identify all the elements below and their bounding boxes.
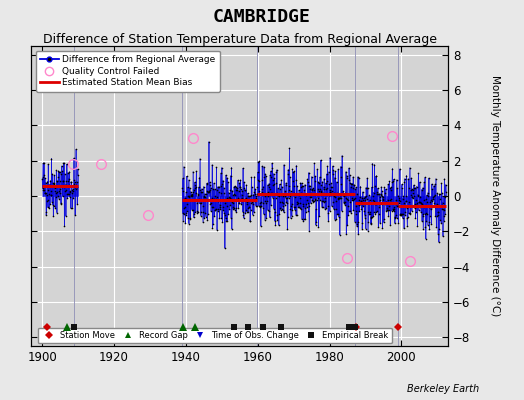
Y-axis label: Monthly Temperature Anomaly Difference (°C): Monthly Temperature Anomaly Difference (…	[490, 75, 500, 317]
Legend: Station Move, Record Gap, Time of Obs. Change, Empirical Break: Station Move, Record Gap, Time of Obs. C…	[38, 328, 391, 343]
Text: Berkeley Earth: Berkeley Earth	[407, 384, 479, 394]
Text: CAMBRIDGE: CAMBRIDGE	[213, 8, 311, 26]
Title: Difference of Station Temperature Data from Regional Average: Difference of Station Temperature Data f…	[43, 33, 436, 46]
